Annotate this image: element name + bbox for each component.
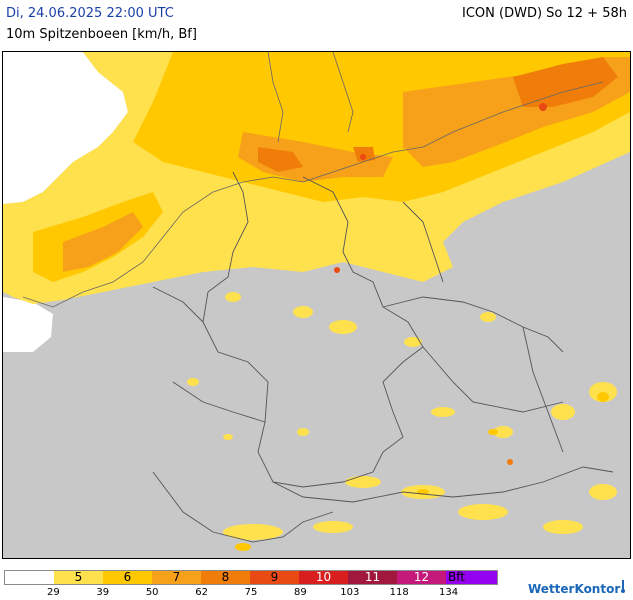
sea-calm-channel bbox=[3, 297, 53, 352]
wetterkontor-logo-icon bbox=[621, 580, 625, 593]
gust-map[interactable] bbox=[2, 51, 631, 559]
wind-zone-bft8-spot bbox=[507, 459, 513, 465]
legend-swatch: 10 bbox=[299, 571, 348, 584]
legend-tick-label: 50 bbox=[145, 587, 159, 598]
legend-swatch: 9 bbox=[250, 571, 299, 584]
legend-swatch: 12 bbox=[397, 571, 446, 584]
country-borders bbox=[152, 171, 614, 543]
legend-tick-label: 118 bbox=[389, 587, 409, 598]
wind-zone-bft8-east bbox=[513, 57, 618, 107]
legend-tick-label: 39 bbox=[96, 587, 110, 598]
legend-color-bar: 5 6 7 8 9 10 11 12 Bft bbox=[4, 570, 498, 585]
legend-swatch: 8 bbox=[201, 571, 250, 584]
legend-swatch: 7 bbox=[152, 571, 201, 584]
legend-swatch bbox=[5, 571, 54, 584]
model-run: ICON (DWD) So 12 + 58h bbox=[462, 6, 627, 21]
legend-tick-label: 89 bbox=[294, 587, 307, 598]
legend-swatch: Bft bbox=[446, 571, 497, 584]
gust-map-canvas bbox=[3, 52, 630, 558]
wind-zone-bft9-spot bbox=[360, 154, 366, 160]
forecast-date: Di, 24.06.2025 22:00 UTC bbox=[6, 6, 174, 21]
legend-tick-label: 103 bbox=[340, 587, 360, 598]
wind-zone-bft8-coast bbox=[258, 147, 303, 172]
legend-tick-label: 62 bbox=[195, 587, 208, 598]
brand-name[interactable]: WetterKontor bbox=[528, 582, 621, 596]
coastlines bbox=[22, 52, 604, 308]
wind-zone-bft9-spot bbox=[539, 103, 547, 111]
legend-swatch: 6 bbox=[103, 571, 152, 584]
parameter-title: 10m Spitzenboeen [km/h, Bf] bbox=[6, 27, 197, 42]
legend-swatch: 5 bbox=[54, 571, 103, 584]
wind-zone-bft9-spot bbox=[334, 267, 340, 273]
legend-tick-label: 134 bbox=[439, 587, 459, 598]
legend-tick-label: 75 bbox=[244, 587, 258, 598]
scattered-cells-strong bbox=[235, 392, 609, 551]
scattered-cells bbox=[187, 292, 617, 540]
legend-swatch: 11 bbox=[348, 571, 397, 584]
legend-tick-labels: 29 39 50 62 75 89 103 118 134 bbox=[4, 587, 498, 599]
wind-zone-bft7-west bbox=[63, 212, 143, 272]
sea-calm-north bbox=[3, 52, 128, 204]
legend-tick-label: 29 bbox=[47, 587, 60, 598]
